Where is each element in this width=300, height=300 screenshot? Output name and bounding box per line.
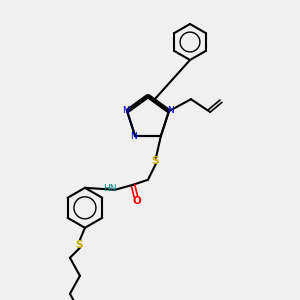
Text: HN: HN — [103, 184, 117, 193]
Text: S: S — [151, 156, 159, 166]
Text: N: N — [167, 106, 174, 115]
Text: O: O — [133, 196, 141, 206]
Text: S: S — [75, 240, 83, 250]
Text: N: N — [130, 132, 136, 141]
Text: N: N — [122, 106, 128, 115]
